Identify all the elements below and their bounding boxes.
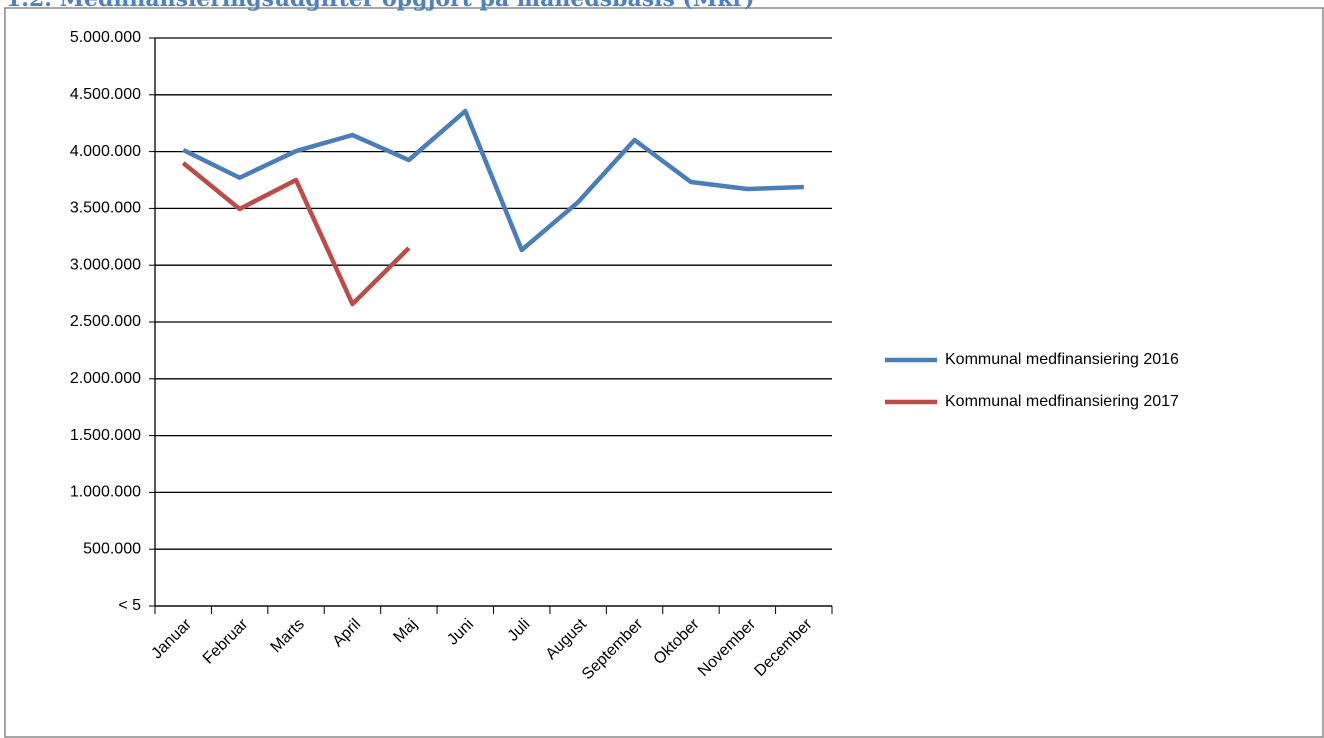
y-tick-label: 5.000.000 [70, 29, 141, 46]
x-tick-label: Juli [505, 616, 534, 645]
y-tick-label: 2.000.000 [70, 370, 141, 387]
y-tick-label: 500.000 [83, 540, 141, 557]
data-line [182, 108, 804, 253]
x-tick-label: Oktober [650, 615, 703, 668]
y-tick-label: < 5 [118, 597, 141, 614]
x-tick-label: Maj [390, 616, 420, 646]
legend-label: Kommunal medfinansiering 2016 [945, 351, 1179, 368]
x-tick-label: December [751, 615, 816, 680]
x-tick-label: August [543, 615, 591, 663]
y-tick-label: 4.500.000 [70, 86, 141, 103]
y-tick-label: 4.000.000 [70, 143, 141, 160]
y-tick-label: 1.500.000 [70, 427, 141, 444]
x-tick-label: Marts [268, 616, 308, 656]
y-tick-label: 2.500.000 [70, 313, 141, 330]
x-tick-label: September [579, 615, 647, 683]
x-tick-label: November [695, 615, 760, 680]
y-tick-label: 1.000.000 [70, 484, 141, 501]
legend-label: Kommunal medfinansiering 2017 [945, 393, 1179, 410]
chart-title: 1.2. Medfinansieringsudgifter opgjort på… [6, 0, 755, 12]
chart-frame [4, 7, 1324, 738]
x-tick-label: Juni [444, 616, 477, 649]
x-tick-label: Januar [148, 615, 195, 662]
x-tick-label: April [330, 616, 365, 651]
y-tick-label: 3.500.000 [70, 200, 141, 217]
y-tick-label: 3.000.000 [70, 256, 141, 273]
data-line [181, 161, 411, 307]
x-tick-label: Februar [200, 615, 252, 667]
